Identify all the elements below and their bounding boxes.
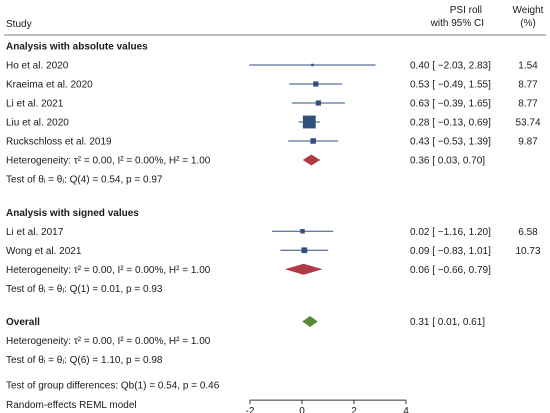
study-name-1-0: Li et al. 2017	[6, 227, 64, 238]
group-differences-test: Test of group differences: Qb(1) = 0.54,…	[6, 381, 220, 392]
study-name-0-1: Kraeima et al. 2020	[6, 80, 93, 91]
x-tick-label-3: 4	[403, 406, 409, 413]
overall-heterogeneity: Heterogeneity: τ² = 0.00, I² = 0.00%, H²…	[6, 336, 211, 347]
effect-marker-0-3	[302, 115, 316, 129]
study-name-0-2: Li et al. 2021	[6, 99, 64, 110]
forest-rows: Analysis with absolute values Ho et al. 2…	[6, 42, 541, 392]
table-header: Study PSI roll with 95% CI Weight (%)	[4, 5, 546, 36]
weight-column-header-line2: (%)	[520, 18, 536, 29]
ci-value-0-3: 0.28 [ −0.13, 0.69]	[410, 118, 491, 129]
pooled-ci-1: 0.06 [ −0.66, 0.79]	[410, 265, 491, 276]
pooled-ci-0: 0.36 [ 0.03, 0.70]	[410, 156, 485, 167]
group-title-1: Analysis with signed values	[6, 208, 139, 219]
weight-value-0-1: 8.77	[518, 80, 538, 91]
group-title-0: Analysis with absolute values	[6, 42, 148, 53]
overall-ci: 0.31 [ 0.01, 0.61]	[410, 317, 485, 328]
effect-column-header-line1: PSI roll	[450, 5, 482, 16]
group-heterogeneity-0: Heterogeneity: τ² = 0.00, I² = 0.00%, H²…	[6, 156, 211, 167]
x-tick-label-1: 0	[299, 406, 305, 413]
effect-marker-0-0	[311, 63, 314, 67]
effect-marker-1-0	[300, 229, 305, 234]
weight-value-1-1: 10.73	[515, 246, 540, 257]
ci-value-0-1: 0.53 [ −0.49, 1.55]	[410, 80, 491, 91]
effect-marker-1-1	[301, 247, 308, 254]
group-test-0: Test of θᵢ = θⱼ: Q(4) = 0.54, p = 0.97	[6, 175, 163, 186]
study-name-0-4: Ruckschloss et al. 2019	[6, 137, 112, 148]
weight-value-0-2: 8.77	[518, 99, 538, 110]
x-tick-label-0: -2	[246, 406, 255, 413]
weight-value-0-0: 1.54	[518, 61, 538, 72]
overall-diamond	[302, 316, 318, 327]
x-axis: -2 0 2 4	[246, 399, 409, 413]
effect-marker-0-1	[313, 81, 319, 87]
overall-test: Test of θᵢ = θⱼ: Q(6) = 1.10, p = 0.98	[6, 355, 163, 366]
weight-column-header-line1: Weight	[513, 5, 544, 16]
ci-value-1-0: 0.02 [ −1.16, 1.20]	[410, 227, 491, 238]
ci-value-0-0: 0.40 [ −2.03, 2.83]	[410, 61, 491, 72]
overall-title: Overall	[6, 317, 40, 328]
effect-column-header-line2: with 95% CI	[430, 18, 484, 29]
ci-value-0-2: 0.63 [ −0.39, 1.65]	[410, 99, 491, 110]
weight-value-0-3: 53.74	[515, 118, 540, 129]
effect-marker-0-2	[315, 100, 321, 106]
group-test-1: Test of θᵢ = θⱼ: Q(1) = 0.01, p = 0.93	[6, 284, 163, 295]
study-name-1-1: Wong et al. 2021	[6, 246, 82, 257]
group-heterogeneity-1: Heterogeneity: τ² = 0.00, I² = 0.00%, H²…	[6, 265, 211, 276]
x-tick-label-2: 2	[351, 406, 357, 413]
effect-marker-0-4	[310, 138, 316, 144]
ci-value-1-1: 0.09 [ −0.83, 1.01]	[410, 246, 491, 257]
study-name-0-0: Ho et al. 2020	[6, 61, 69, 72]
study-name-0-3: Liu et al. 2020	[6, 118, 69, 129]
pooled-diamond-1	[284, 263, 323, 275]
study-column-header: Study	[6, 19, 32, 30]
ci-value-0-4: 0.43 [ −0.53, 1.39]	[410, 137, 491, 148]
weight-value-0-4: 9.87	[518, 137, 538, 148]
pooled-diamond-0	[302, 154, 321, 166]
footnote: Random-effects REML model	[6, 400, 137, 411]
weight-value-1-0: 6.58	[518, 227, 538, 238]
